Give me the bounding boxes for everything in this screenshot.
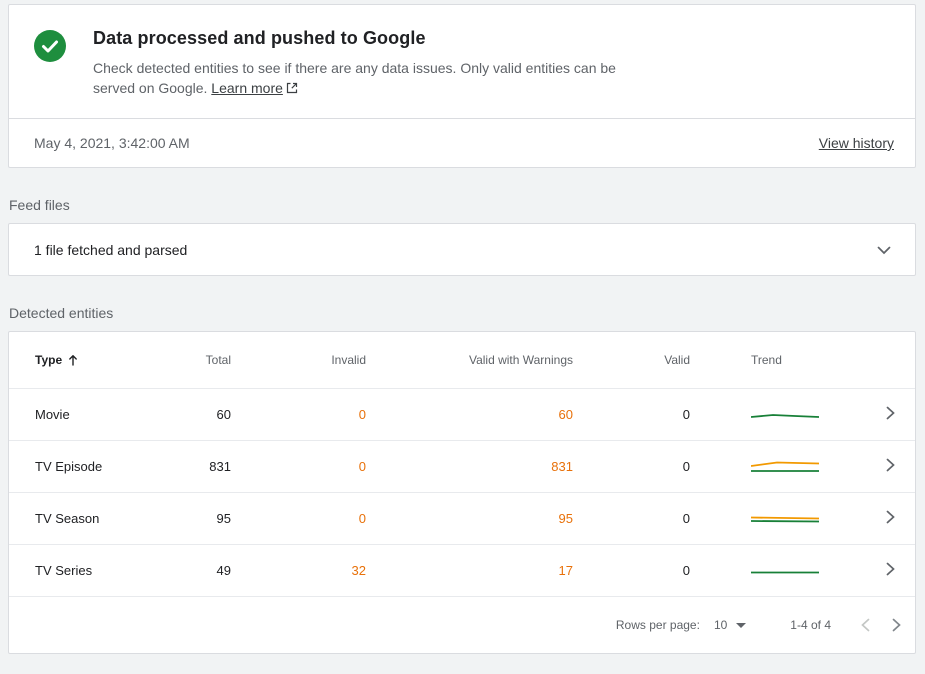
chevron-right-icon[interactable] (886, 562, 895, 579)
row-chevron-cell (831, 458, 895, 475)
detected-entities-label: Detected entities (9, 305, 114, 321)
column-header-trend: Trend (751, 353, 782, 367)
trend-sparkline (751, 510, 831, 528)
entity-type: TV Episode (35, 459, 103, 474)
chevron-right-icon[interactable] (886, 406, 895, 423)
sort-ascending-icon (69, 355, 78, 366)
feed-files-card[interactable]: 1 file fetched and parsed (8, 223, 916, 276)
pagination-range: 1-4 of 4 (790, 618, 831, 632)
entity-valid: 0 (682, 511, 690, 526)
entity-type: Movie (35, 407, 70, 422)
entity-type: TV Series (35, 563, 93, 578)
entity-valid: 0 (682, 459, 690, 474)
entity-invalid: 0 (358, 511, 366, 526)
entity-type: TV Season (35, 511, 100, 526)
entity-valid-with-warnings: 95 (558, 511, 573, 526)
entity-valid: 0 (682, 407, 690, 422)
status-timestamp: May 4, 2021, 3:42:00 AM (34, 135, 190, 151)
learn-more-link[interactable]: Learn more (211, 80, 298, 96)
column-header-type[interactable]: Type (35, 353, 165, 367)
status-divider (9, 118, 915, 119)
status-title: Data processed and pushed to Google (93, 28, 426, 48)
column-header-valid[interactable]: Valid (664, 353, 690, 367)
status-description-text: Check detected entities to see if there … (93, 60, 616, 96)
row-chevron-cell (831, 510, 895, 527)
entity-total: 831 (209, 459, 231, 474)
table-row[interactable]: TV Episode 831 0 831 0 (9, 440, 915, 492)
rows-per-page-select[interactable]: 10 (714, 618, 747, 632)
status-main: Data processed and pushed to Google Chec… (9, 5, 915, 118)
detected-entities-table: Type Total Invalid Valid with Warnings V… (8, 331, 916, 654)
entity-total: 49 (216, 563, 231, 578)
table-pagination: Rows per page: 10 1-4 of 4 (9, 596, 915, 653)
feed-files-label: Feed files (9, 197, 70, 213)
entity-invalid: 32 (351, 563, 366, 578)
table-row[interactable]: TV Series 49 32 17 0 (9, 544, 915, 596)
chevron-right-icon[interactable] (886, 510, 895, 527)
trend-sparkline (751, 458, 831, 476)
row-chevron-cell (831, 406, 895, 423)
column-header-valid-with-warnings[interactable]: Valid with Warnings (468, 353, 573, 367)
view-history-link[interactable]: View history (818, 135, 894, 151)
trend-sparkline (751, 562, 831, 580)
trend-sparkline (751, 406, 831, 424)
previous-page-button[interactable] (861, 618, 870, 632)
external-link-icon (286, 82, 297, 94)
page: Data processed and pushed to Google Chec… (8, 4, 916, 654)
status-card: Data processed and pushed to Google Chec… (8, 4, 916, 168)
entity-valid-with-warnings: 60 (558, 407, 573, 422)
chevron-right-icon[interactable] (886, 458, 895, 475)
table-header-row: Type Total Invalid Valid with Warnings V… (9, 332, 915, 388)
entity-invalid: 0 (358, 459, 366, 474)
status-description: Check detected entities to see if there … (93, 58, 659, 98)
rows-per-page-label: Rows per page: (615, 618, 700, 632)
entity-total: 60 (216, 407, 231, 422)
entity-valid: 0 (682, 563, 690, 578)
entity-valid-with-warnings: 17 (558, 563, 573, 578)
status-text: Data processed and pushed to Google Chec… (93, 28, 659, 98)
table-row[interactable]: TV Season 95 0 95 0 (9, 492, 915, 544)
row-chevron-cell (831, 562, 895, 579)
status-footer: May 4, 2021, 3:42:00 AM View history (9, 119, 915, 167)
column-header-invalid[interactable]: Invalid (331, 353, 366, 367)
dropdown-arrow-icon (736, 622, 747, 628)
entity-total: 95 (216, 511, 231, 526)
next-page-button[interactable] (892, 618, 901, 632)
entity-invalid: 0 (358, 407, 366, 422)
table-row[interactable]: Movie 60 0 60 0 (9, 388, 915, 440)
feed-files-summary: 1 file fetched and parsed (34, 241, 188, 258)
entity-valid-with-warnings: 831 (551, 459, 573, 474)
chevron-down-icon[interactable] (877, 242, 891, 258)
column-header-total[interactable]: Total (205, 353, 231, 367)
success-check-icon (34, 30, 66, 67)
